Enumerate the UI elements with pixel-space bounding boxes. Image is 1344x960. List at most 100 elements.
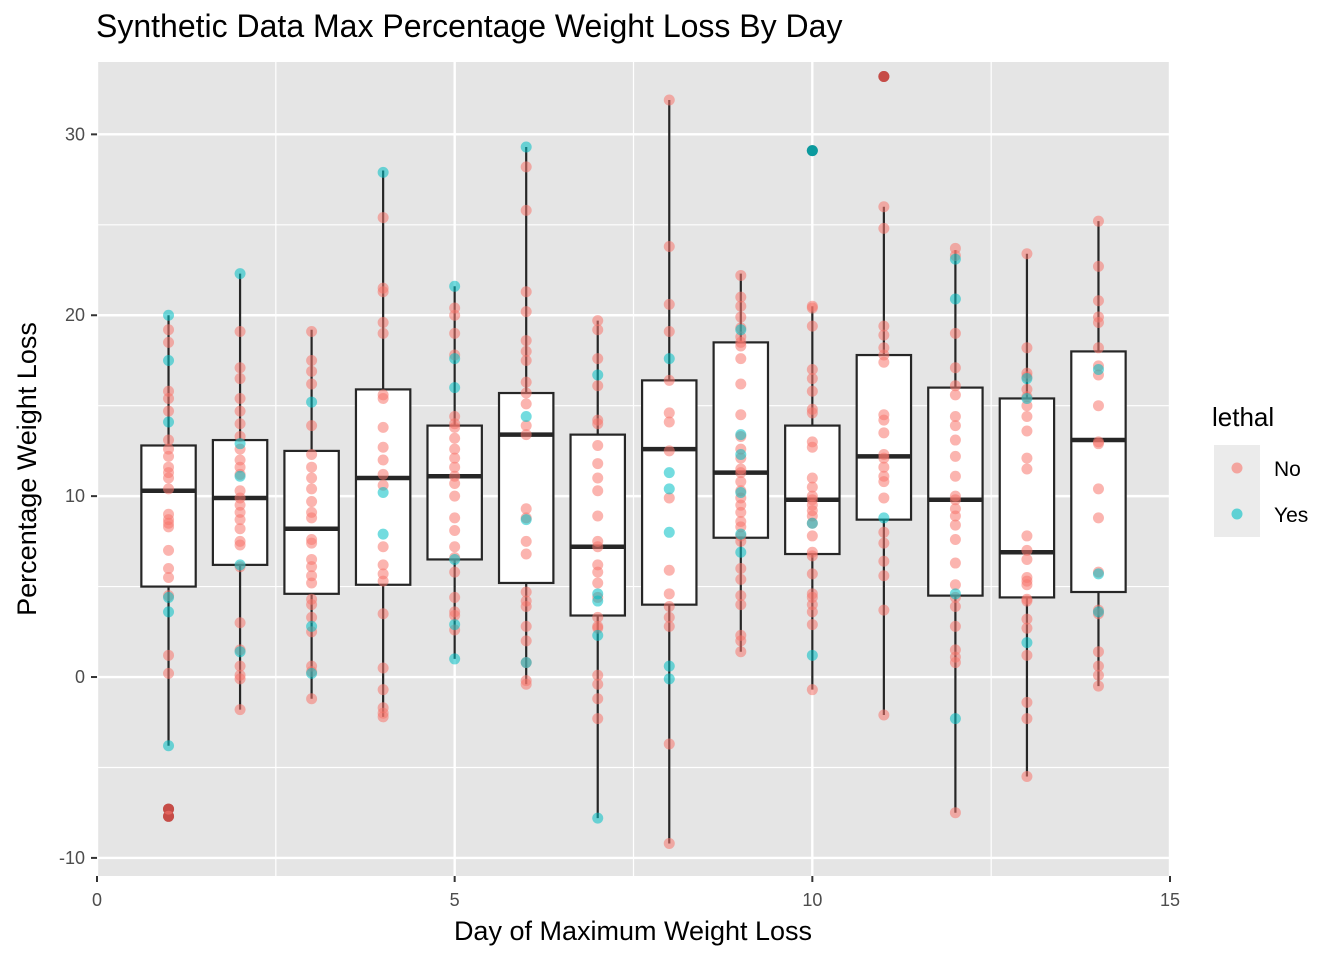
data-point-no — [1021, 248, 1033, 260]
data-point-no — [592, 315, 604, 327]
data-point-yes — [449, 353, 461, 365]
data-point-yes — [377, 487, 389, 499]
data-point-no — [878, 329, 890, 341]
data-point-no — [663, 445, 675, 457]
data-point-no — [306, 577, 318, 589]
data-point-no — [377, 608, 389, 620]
data-point-no — [449, 610, 461, 622]
data-point-no — [1021, 622, 1033, 634]
data-point-no — [806, 364, 818, 376]
data-point-yes — [163, 606, 175, 618]
data-point-yes — [949, 713, 961, 725]
data-point-no — [735, 506, 747, 518]
data-point-no — [163, 544, 175, 556]
data-point-no — [949, 362, 961, 374]
x-tick-label: 5 — [450, 890, 460, 910]
data-point-no — [663, 492, 675, 504]
data-point-no — [878, 201, 890, 213]
box-iqr — [1070, 350, 1127, 594]
data-point-no — [949, 579, 961, 591]
data-point-no — [306, 326, 318, 338]
legend-key-yes — [1231, 508, 1243, 520]
data-point-no — [520, 345, 532, 357]
data-point-yes — [735, 487, 747, 499]
data-point-no — [806, 441, 818, 453]
data-point-no — [163, 483, 175, 495]
data-point-no — [878, 427, 890, 439]
data-point-yes — [234, 268, 246, 280]
data-point-no — [163, 810, 175, 822]
data-point-no — [806, 302, 818, 314]
legend: lethal No Yes — [1212, 402, 1308, 537]
data-point-no — [520, 335, 532, 347]
x-tick-label: 15 — [1160, 890, 1180, 910]
data-point-no — [306, 537, 318, 549]
data-point-yes — [163, 591, 175, 603]
data-point-no — [949, 420, 961, 432]
data-point-no — [878, 222, 890, 234]
legend-label-yes: Yes — [1274, 504, 1308, 527]
point-layer — [163, 70, 1104, 849]
data-point-no — [949, 519, 961, 531]
data-point-no — [520, 204, 532, 216]
data-point-no — [306, 365, 318, 377]
data-point-yes — [878, 512, 890, 524]
data-point-no — [592, 458, 604, 470]
data-point-yes — [663, 526, 675, 538]
data-point-no — [449, 477, 461, 489]
data-point-no — [806, 320, 818, 332]
data-point-no — [449, 432, 461, 444]
data-point-no — [592, 577, 604, 589]
y-tick-label: 20 — [65, 305, 85, 325]
data-point-yes — [234, 559, 246, 571]
data-point-no — [878, 70, 890, 82]
data-point-no — [735, 300, 747, 312]
data-point-yes — [592, 629, 604, 641]
data-point-no — [449, 525, 461, 537]
data-point-no — [949, 411, 961, 423]
data-point-no — [735, 311, 747, 323]
data-point-no — [163, 521, 175, 533]
data-point-no — [1092, 215, 1104, 227]
data-point-no — [449, 541, 461, 553]
data-point-yes — [163, 309, 175, 321]
data-point-yes — [163, 740, 175, 752]
data-point-no — [949, 389, 961, 401]
data-point-no — [878, 476, 890, 488]
data-point-yes — [663, 467, 675, 479]
data-point-yes — [234, 438, 246, 450]
data-point-no — [163, 472, 175, 484]
data-point-no — [1092, 438, 1104, 450]
data-point-no — [163, 405, 175, 417]
data-point-no — [735, 340, 747, 352]
data-point-yes — [163, 416, 175, 428]
data-point-no — [234, 660, 246, 672]
data-point-no — [234, 617, 246, 629]
data-point-no — [878, 526, 890, 538]
data-point-no — [449, 512, 461, 524]
data-point-yes — [949, 253, 961, 265]
data-point-no — [520, 354, 532, 366]
data-point-no — [949, 494, 961, 506]
data-point-no — [878, 356, 890, 368]
data-point-yes — [306, 667, 318, 679]
data-point-no — [663, 374, 675, 386]
data-point-yes — [520, 657, 532, 669]
data-point-yes — [1021, 392, 1033, 404]
data-point-yes — [592, 812, 604, 824]
data-point-no — [377, 441, 389, 453]
data-point-no — [878, 492, 890, 504]
data-point-no — [1021, 530, 1033, 542]
data-point-yes — [234, 470, 246, 482]
data-point-no — [1021, 463, 1033, 475]
data-point-no — [163, 572, 175, 584]
data-point-no — [806, 684, 818, 696]
data-point-no — [1092, 483, 1104, 495]
data-point-yes — [1021, 373, 1033, 385]
data-point-no — [377, 468, 389, 480]
y-axis-label: Percentage Weight Loss — [12, 322, 42, 616]
data-point-no — [520, 286, 532, 298]
data-point-no — [592, 566, 604, 578]
data-point-no — [878, 461, 890, 473]
data-point-yes — [735, 546, 747, 558]
